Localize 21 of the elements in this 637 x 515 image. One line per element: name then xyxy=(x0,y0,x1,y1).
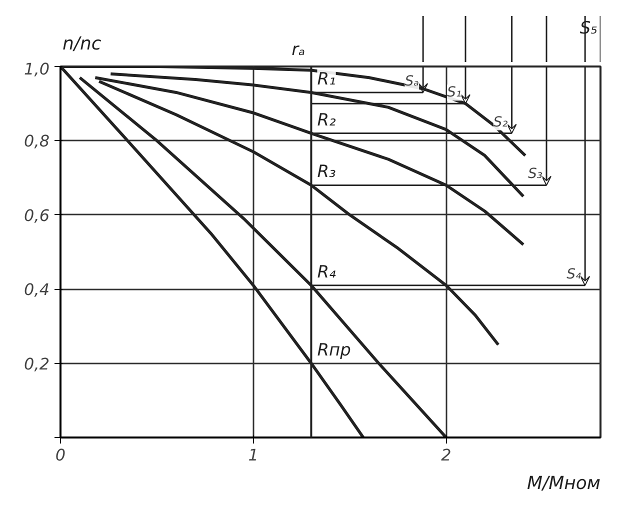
x-tick-label: 0 xyxy=(55,446,66,464)
y-axis-title: n/nc xyxy=(62,33,102,54)
series-label: R₃ xyxy=(317,162,336,182)
y-tick-label: 0,6 xyxy=(24,206,50,225)
annotation: S₄ xyxy=(566,266,582,282)
annotation: S₃ xyxy=(528,166,543,182)
series-label: R₂ xyxy=(317,110,336,130)
annotation: S₂ xyxy=(493,114,508,130)
y-tick-label: 1,0 xyxy=(24,60,50,78)
x-tick-label: 1 xyxy=(248,446,258,464)
series-label: rₐ xyxy=(292,40,306,60)
y-tick-label: 0,2 xyxy=(24,354,50,374)
annotation: S₁ xyxy=(447,84,462,101)
y-tick-label: 0,8 xyxy=(24,132,50,151)
series-label: R₄ xyxy=(317,262,336,282)
x-tick-label: 2 xyxy=(441,446,452,464)
annotation: Sₐ xyxy=(404,73,420,90)
series-label: Rпр xyxy=(317,340,352,360)
x-axis-title: M/Mном xyxy=(527,473,601,494)
y-tick-label: 0,4 xyxy=(24,280,50,300)
series-label: R₁ xyxy=(317,69,336,90)
